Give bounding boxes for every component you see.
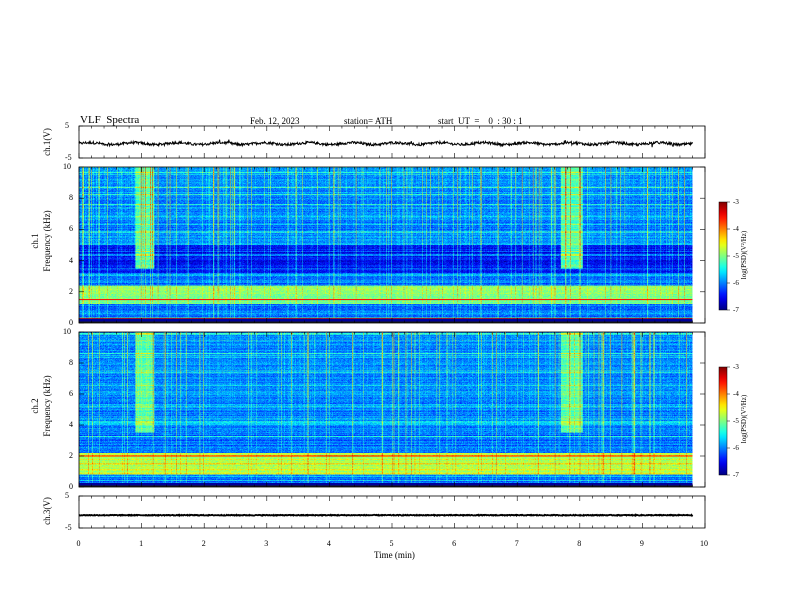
ch1-spectrogram-ylabel: ch.1 Frequency (kHz) (30, 210, 52, 272)
x-tick-label: 8 (577, 539, 582, 548)
ch1-colorbar-tick-label: -3 (733, 197, 739, 206)
ch2-spectrogram-ytick-label: 0 (69, 482, 73, 491)
ch1-colorbar (718, 201, 728, 311)
ch2-colorbar-tick-label: -3 (733, 362, 739, 371)
ch2-spectrogram-ytick-label: 4 (69, 420, 73, 429)
x-tick-label: 9 (639, 539, 644, 548)
ch2-colorbar-label: log(PSD)(V²/Hz) (740, 394, 748, 444)
ch3-ytick-label: -5 (65, 523, 72, 532)
x-tick-label: 4 (326, 539, 331, 548)
ch3-waveform-ylabel: ch.3(V) (42, 497, 52, 525)
panels-layer (78, 125, 730, 529)
ch1-spectrogram-ytick-label: 6 (69, 224, 73, 234)
ch1-colorbar-label: log(PSD)(V²/Hz) (740, 230, 748, 280)
ch1-waveform-line (78, 139, 693, 148)
ch3-ytick-label: 5 (65, 491, 69, 500)
ch2-colorbar-tick-label: -6 (733, 443, 739, 452)
ch1-spectrogram-ytick-label: 0 (69, 318, 73, 327)
x-tick-label: 3 (264, 539, 269, 548)
x-tick-label: 1 (139, 539, 144, 548)
figure-station: station= ATH (344, 116, 393, 126)
ch2-spectrogram-ytick-label: 8 (69, 358, 73, 367)
x-tick-label: 2 (201, 539, 206, 548)
x-tick-label: 0 (76, 539, 81, 548)
ch1-ytick-label: -5 (65, 153, 72, 162)
figure-start-time: start UT = 0 : 30 : 1 (438, 116, 523, 126)
ch1-colorbar-tick-label: -6 (733, 278, 739, 287)
x-tick-label: 5 (389, 539, 394, 548)
ch2-spectrogram-ytick-label: 6 (69, 389, 73, 398)
x-tick-label: 7 (514, 539, 519, 548)
ch2-colorbar-tick-label: -4 (733, 389, 739, 398)
ch1-spectrogram-ytick-label: 4 (69, 255, 73, 265)
ch1-spectrogram-ytick-label: 2 (69, 286, 73, 296)
ch2-spectrogram-ylabel: ch.2 Frequency (kHz) (30, 375, 52, 437)
ch2-colorbar (718, 366, 728, 476)
ch1-waveform-ylabel: ch.1(V) (42, 128, 52, 156)
ch2-colorbar-tick-label: -7 (733, 470, 739, 479)
ch2-spectrogram-ytick-label: 2 (69, 451, 73, 460)
ch1-ytick-label: 5 (65, 121, 69, 130)
x-tick-label: 6 (452, 539, 457, 548)
ch2-spectrogram-image (79, 332, 693, 487)
ch1-colorbar-tick-label: -7 (733, 305, 739, 314)
ch2-spectrogram-ytick-label: 10 (63, 327, 71, 336)
x-axis-label: Time (min) (374, 550, 415, 560)
x-tick-label: 10 (700, 539, 708, 548)
ch1-colorbar-tick-label: -4 (733, 224, 739, 233)
figure-title: VLF Spectra (80, 114, 140, 126)
ch3-waveform-line (78, 513, 694, 518)
ch1-spectrogram-ytick-label: 8 (69, 193, 73, 203)
ch1-colorbar-tick-label: -5 (733, 251, 739, 260)
ch1-spectrogram-ytick-label: 10 (63, 162, 71, 171)
ch2-colorbar-tick-label: -5 (733, 416, 739, 425)
figure-date: Feb. 12, 2023 (250, 116, 300, 126)
ch1-spectrogram-image (79, 167, 693, 323)
